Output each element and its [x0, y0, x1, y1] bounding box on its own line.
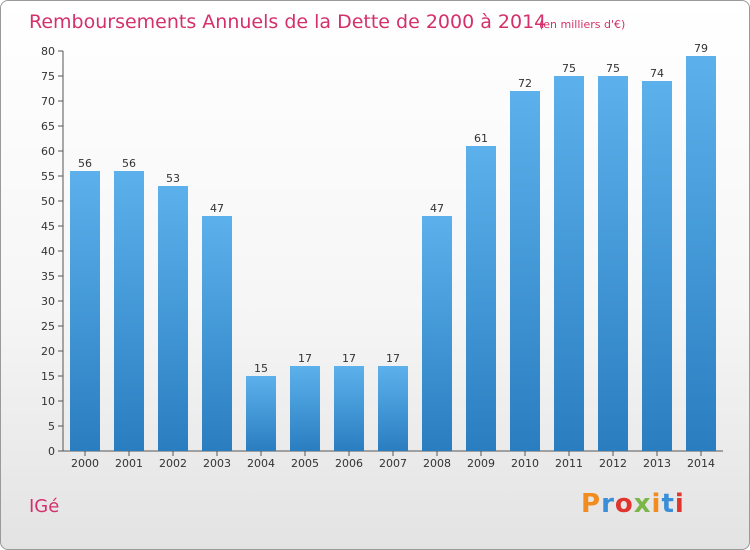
y-tick-label: 75 — [41, 70, 55, 83]
bar-value-label: 61 — [474, 132, 488, 145]
axes: 0 5 10 15 20 25 30 35 40 45 50 55 60 65 70 75 80 2000 2001… — [41, 45, 723, 470]
x-tick-label: 2014 — [687, 457, 715, 470]
logo-letter: x — [633, 489, 652, 519]
bar-value-label: 47 — [430, 202, 444, 215]
bar-value-label: 79 — [694, 42, 708, 55]
bar-value-label: 17 — [298, 352, 312, 365]
bar — [686, 56, 716, 451]
x-tick-label: 2007 — [379, 457, 407, 470]
y-tick-label: 0 — [48, 445, 55, 458]
x-tick-label: 2005 — [291, 457, 319, 470]
chart-subtitle: (en milliers d'€) — [539, 18, 625, 31]
bar-value-label: 17 — [386, 352, 400, 365]
bar — [642, 81, 672, 451]
bar — [510, 91, 540, 451]
bar — [202, 216, 232, 451]
bar — [246, 376, 276, 451]
y-tick-label: 70 — [41, 95, 55, 108]
bar — [290, 366, 320, 451]
bar-value-label: 17 — [342, 352, 356, 365]
y-tick-label: 45 — [41, 220, 55, 233]
y-tick-label: 20 — [41, 345, 55, 358]
x-tick-label: 2000 — [71, 457, 99, 470]
y-tick-label: 25 — [41, 320, 55, 333]
logo-letter: o — [614, 489, 634, 519]
logo-letter: P — [581, 489, 602, 519]
bars: 56 56 53 47 15 17 17 17 47 61 72 75 75 74 79 — [70, 42, 716, 451]
x-tick-label: 2001 — [115, 457, 143, 470]
bar-value-label: 74 — [650, 67, 664, 80]
x-tick-label: 2010 — [511, 457, 539, 470]
bar-value-label: 56 — [78, 157, 92, 170]
y-tick-label: 35 — [41, 270, 55, 283]
bar-value-label: 72 — [518, 77, 532, 90]
x-tick-label: 2009 — [467, 457, 495, 470]
y-tick-label: 65 — [41, 120, 55, 133]
y-tick-label: 60 — [41, 145, 55, 158]
bar-value-label: 53 — [166, 172, 180, 185]
proxiti-logo: Proxiti — [581, 489, 685, 519]
y-tick-label: 30 — [41, 295, 55, 308]
bar — [422, 216, 452, 451]
logo-letter: i — [674, 489, 685, 519]
bar — [466, 146, 496, 451]
x-tick-label: 2003 — [203, 457, 231, 470]
x-tick-label: 2008 — [423, 457, 451, 470]
y-tick-label: 55 — [41, 170, 55, 183]
logo-letter: i — [651, 489, 662, 519]
bar — [334, 366, 364, 451]
x-tick-label: 2011 — [555, 457, 583, 470]
y-tick-label: 5 — [48, 420, 55, 433]
bar — [378, 366, 408, 451]
bar — [554, 76, 584, 451]
x-tick-label: 2002 — [159, 457, 187, 470]
x-tick-label: 2013 — [643, 457, 671, 470]
bar — [114, 171, 144, 451]
logo-letter: r — [601, 489, 615, 519]
bar-value-label: 15 — [254, 362, 268, 375]
x-tick-label: 2012 — [599, 457, 627, 470]
y-tick-label: 15 — [41, 370, 55, 383]
bar — [70, 171, 100, 451]
place-name: IGé — [29, 496, 60, 517]
y-tick-label: 50 — [41, 195, 55, 208]
y-tick-label: 80 — [41, 45, 55, 58]
bar-value-label: 75 — [606, 62, 620, 75]
bar — [598, 76, 628, 451]
x-tick-label: 2004 — [247, 457, 275, 470]
chart-title: Remboursements Annuels de la Dette de 20… — [29, 11, 546, 33]
logo-letter: t — [661, 489, 675, 519]
bar-value-label: 47 — [210, 202, 224, 215]
y-tick-label: 40 — [41, 245, 55, 258]
y-tick-label: 10 — [41, 395, 55, 408]
bar-value-label: 56 — [122, 157, 136, 170]
x-tick-label: 2006 — [335, 457, 363, 470]
bar-value-label: 75 — [562, 62, 576, 75]
bar — [158, 186, 188, 451]
